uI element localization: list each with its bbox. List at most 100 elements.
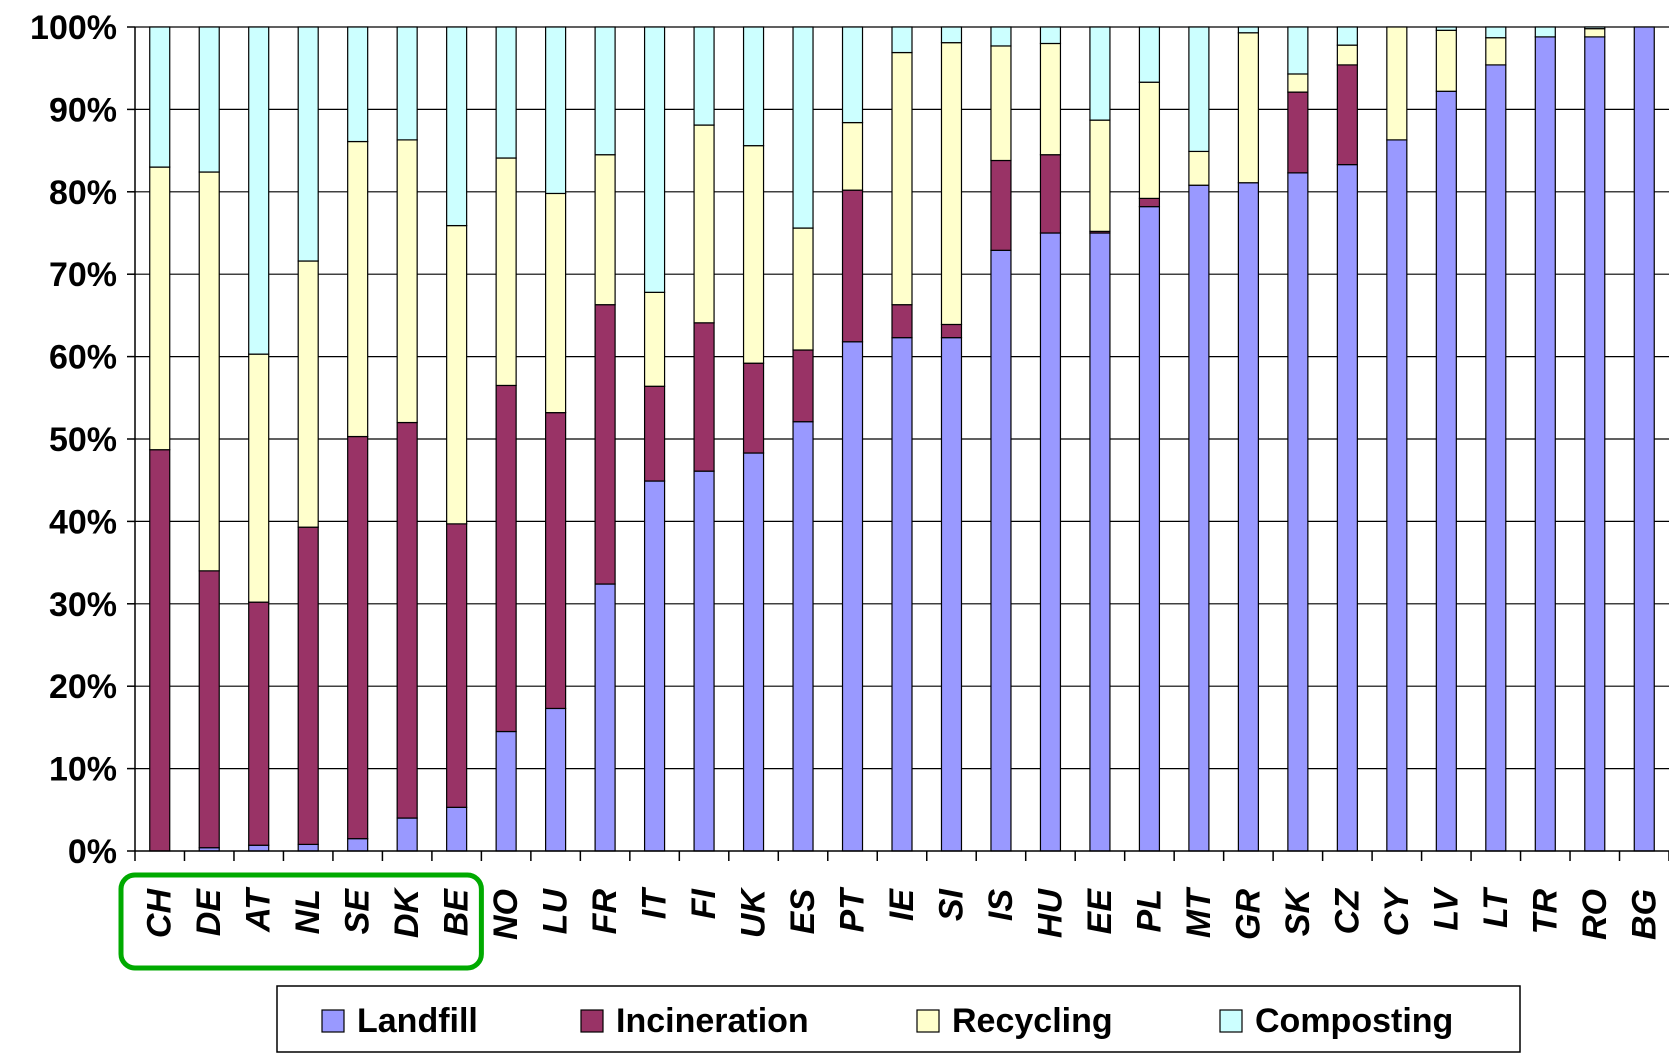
x-category-label: SE <box>339 888 377 935</box>
bar-segment-incineration-it <box>643 385 666 482</box>
bar-segment-incineration-nl <box>297 526 319 846</box>
y-tick-label: 0% <box>68 833 117 871</box>
bar-segment-incineration-es <box>792 349 814 423</box>
highlight-group <box>118 872 484 971</box>
bar-segment-composting-ie <box>891 26 913 54</box>
x-category-label: SI <box>932 887 970 921</box>
bar-segment-recycling-is <box>990 45 1012 162</box>
bar-segment-recycling-fr <box>594 154 616 306</box>
x-category-label: DK <box>388 887 426 939</box>
legend-swatch-recycling <box>916 1009 940 1033</box>
bar-segment-recycling-pl <box>1138 81 1161 199</box>
bar-segment-composting-pl <box>1138 26 1161 83</box>
bar-segment-recycling-uk <box>742 145 765 364</box>
x-category-label: IS <box>982 889 1020 921</box>
bar-segment-recycling-cz <box>1336 44 1358 66</box>
bar-segment-composting-ro <box>1584 26 1606 30</box>
y-tick-label: 10% <box>49 751 117 789</box>
x-category-label: AT <box>240 886 278 933</box>
x-category-label: FR <box>586 889 624 935</box>
bar-segment-incineration-pt <box>841 189 864 343</box>
bar-segment-composting-lu <box>545 26 567 195</box>
x-category-label: LT <box>1477 886 1515 928</box>
bar-segment-landfill-lv <box>1435 90 1457 852</box>
bar-segment-landfill-gr <box>1237 182 1259 852</box>
bar-segment-composting-pt <box>841 26 864 124</box>
bar-segment-recycling-mt <box>1188 150 1210 186</box>
bar-segment-composting-is <box>990 26 1012 47</box>
bar-segment-landfill-lu <box>545 707 567 852</box>
bar-segment-composting-se <box>347 26 369 143</box>
bar-segment-composting-sk <box>1287 26 1309 75</box>
bar-segment-landfill-pt <box>841 341 864 852</box>
x-category-label: TR <box>1526 889 1564 935</box>
bar-segment-recycling-ee <box>1089 119 1111 232</box>
x-category-label: PT <box>834 886 872 933</box>
x-category-label: CY <box>1378 886 1416 937</box>
bar-segment-landfill-dk <box>396 817 418 852</box>
bar-segment-recycling-ie <box>891 51 913 306</box>
bar-segment-landfill-sk <box>1287 172 1309 852</box>
bar-segment-incineration-be <box>446 523 468 808</box>
bar-segment-recycling-ch <box>149 166 171 451</box>
bar-segment-recycling-at <box>248 353 270 603</box>
bar-segment-landfill-tr <box>1534 36 1556 852</box>
bars <box>149 26 1655 852</box>
x-category-label: SK <box>1279 887 1317 937</box>
y-tick-label: 40% <box>49 503 117 541</box>
legend-swatch-landfill <box>321 1009 345 1033</box>
bar-segment-incineration-de <box>198 570 220 849</box>
legend-box <box>276 985 1521 1053</box>
legend-label-recycling: Recycling <box>952 1002 1113 1040</box>
bar-segment-composting-it <box>643 26 666 293</box>
x-category-label: NO <box>487 889 525 940</box>
bar-segment-recycling-no <box>495 157 517 387</box>
bar-segment-composting-uk <box>742 26 765 147</box>
bar-segment-landfill-nl <box>297 843 319 852</box>
y-tick-label: 90% <box>49 91 117 129</box>
x-category-label: CH <box>141 888 179 939</box>
x-category-labels: CH DE AT NL SE DK BE NO LU FR IT FI UK ES PT IE SI IS HU EE… <box>141 886 1664 940</box>
bar-segment-recycling-se <box>347 140 369 438</box>
bar-segment-recycling-be <box>446 224 468 525</box>
bar-segment-incineration-hu <box>1039 154 1062 234</box>
legend-label-composting: Composting <box>1255 1002 1453 1040</box>
bar-segment-incineration-sk <box>1287 91 1309 174</box>
x-category-label: HU <box>1031 888 1069 939</box>
bar-segment-landfill-lt <box>1485 64 1507 852</box>
y-tick-label: 100% <box>30 9 117 47</box>
bar-segment-composting-hu <box>1039 26 1062 45</box>
x-category-label: LU <box>537 888 575 935</box>
bar-segment-recycling-de <box>198 171 220 572</box>
x-category-label: IT <box>636 886 674 919</box>
bar-segment-recycling-lv <box>1435 29 1457 92</box>
bar-segment-incineration-is <box>990 159 1012 251</box>
bar-segment-landfill-fi <box>693 470 715 852</box>
bar-segment-recycling-lt <box>1485 37 1507 66</box>
x-category-label: CZ <box>1328 888 1366 935</box>
bar-segment-composting-cz <box>1336 26 1358 46</box>
bar-segment-incineration-ch <box>149 449 171 852</box>
x-category-label: NL <box>289 889 327 934</box>
bar-segment-landfill-fr <box>594 583 616 852</box>
bar-segment-incineration-fi <box>693 322 715 472</box>
bar-segment-recycling-es <box>792 227 814 351</box>
x-category-label: IE <box>883 888 921 921</box>
legend-swatch-incineration <box>580 1009 604 1033</box>
bar-segment-incineration-at <box>248 601 270 846</box>
bar-segment-recycling-sk <box>1287 73 1309 93</box>
axes <box>127 26 1669 861</box>
bar-segment-landfill-it <box>643 480 666 852</box>
bar-segment-composting-fi <box>693 26 715 126</box>
y-tick-label: 70% <box>49 256 117 294</box>
bar-segment-landfill-cz <box>1336 164 1358 852</box>
bar-segment-recycling-lu <box>545 192 567 414</box>
bar-segment-composting-tr <box>1534 26 1556 38</box>
y-tick-label: 20% <box>49 668 117 706</box>
bar-segment-landfill-ie <box>891 337 913 852</box>
x-category-label: FI <box>685 887 723 919</box>
bar-segment-incineration-dk <box>396 421 418 819</box>
bar-segment-composting-dk <box>396 26 418 141</box>
y-tick-labels: 0% 10% 20% 30% 40% 50% 60% 70% 80% 90% 100% <box>30 9 117 871</box>
